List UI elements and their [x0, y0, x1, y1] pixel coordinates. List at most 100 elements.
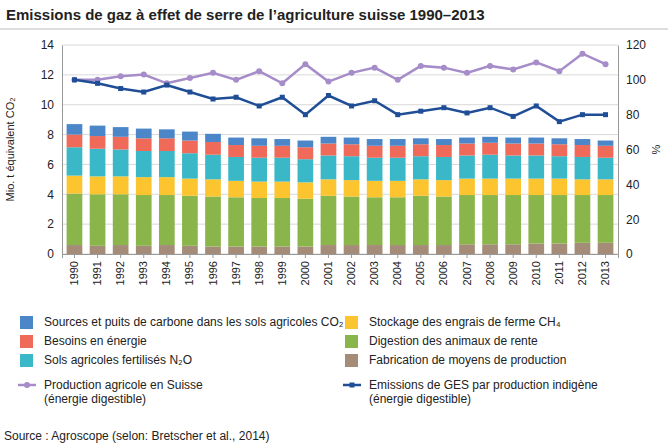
x-tick-label: 2010: [530, 261, 542, 285]
bar: [159, 177, 175, 195]
bar: [413, 138, 429, 144]
bar: [459, 195, 475, 244]
bar: [528, 195, 544, 244]
x-tick-label: 1999: [276, 261, 288, 285]
bar: [228, 197, 244, 246]
bar: [274, 247, 290, 254]
bar: [459, 138, 475, 144]
bar: [528, 155, 544, 178]
bar: [552, 244, 568, 254]
marker: [418, 63, 424, 69]
marker: [372, 98, 377, 103]
y2-tick-label: 40: [626, 178, 640, 192]
bar: [228, 138, 244, 145]
marker: [187, 90, 192, 95]
y-axis: 02468101214: [41, 38, 63, 261]
bar: [413, 144, 429, 156]
bar: [528, 244, 544, 254]
bar: [367, 197, 383, 245]
bar: [505, 138, 521, 144]
bar: [552, 195, 568, 244]
plot-area: [67, 51, 614, 254]
x-tick-label: 1993: [137, 261, 149, 285]
marker: [302, 61, 308, 67]
bar: [113, 245, 129, 254]
x-tick-label: 2003: [368, 261, 380, 285]
bar: [528, 144, 544, 156]
marker: [580, 112, 585, 117]
legend-label: Sols agricoles fertilisés N₂O: [44, 353, 192, 367]
bar: [390, 181, 406, 197]
legend-item: Besoins en énergie: [20, 334, 147, 348]
bar: [413, 179, 429, 195]
legend-item: Stockage des engrais de ferme CH₄: [345, 315, 561, 329]
bar: [552, 156, 568, 178]
bar: [274, 139, 290, 146]
bar: [390, 158, 406, 181]
legend-label: Production agricole en Suisse(énergie di…: [44, 378, 203, 406]
bar: [90, 126, 106, 136]
x-tick-label: 1991: [91, 261, 103, 285]
legend-marker: [350, 383, 355, 388]
bar: [528, 179, 544, 195]
bar: [367, 181, 383, 197]
marker: [441, 65, 447, 71]
bar: [228, 247, 244, 254]
marker: [279, 80, 285, 86]
bar: [505, 179, 521, 195]
legend-swatch: [345, 335, 358, 348]
y-tick-label: 4: [47, 188, 54, 202]
bar: [390, 139, 406, 146]
legend-item: Fabrication de moyens de production: [345, 353, 566, 367]
legend-label: Stockage des engrais de ferme CH₄: [369, 315, 561, 329]
bar: [321, 179, 337, 195]
bar-series: [67, 176, 614, 199]
y-tick-label: 0: [47, 247, 54, 261]
legend-swatch: [345, 316, 358, 329]
bar: [390, 197, 406, 245]
bar: [251, 158, 267, 182]
legend-label: Sources et puits de carbone dans les sol…: [44, 315, 344, 329]
bar: [413, 156, 429, 179]
bar: [251, 138, 267, 145]
x-tick-label: 2013: [599, 261, 611, 285]
marker: [257, 103, 262, 108]
bar: [228, 157, 244, 181]
bar: [67, 124, 83, 134]
bar: [436, 180, 452, 196]
legend-swatch: [20, 335, 33, 348]
bar: [205, 179, 221, 196]
legend-label: Emissions de GES par production indigène…: [369, 378, 598, 406]
marker: [556, 68, 562, 74]
legend-item: Digestion des animaux de rente: [345, 334, 538, 348]
legend-swatch: [20, 316, 33, 329]
marker: [533, 59, 539, 65]
marker: [72, 77, 77, 82]
bar: [136, 246, 152, 254]
bar: [575, 179, 591, 195]
grid-line: [62, 45, 618, 46]
bar: [505, 195, 521, 244]
bar: [298, 199, 314, 247]
y-axis-line: [62, 46, 63, 255]
y-tick-label: 8: [47, 128, 54, 142]
marker: [211, 96, 216, 101]
legend: Sources et puits de carbone dans les sol…: [18, 315, 598, 406]
bar: [136, 177, 152, 195]
bar: [367, 245, 383, 254]
bar: [90, 149, 106, 177]
y-tick-label: 2: [47, 217, 54, 231]
x-tick-label: 2007: [461, 261, 473, 285]
bar: [298, 141, 314, 148]
bar: [159, 245, 175, 254]
marker: [349, 103, 354, 108]
y2-tick-label: 60: [626, 143, 640, 157]
x-tick-label: 2004: [391, 261, 403, 285]
x-tick-label: 1992: [114, 261, 126, 285]
bar: [205, 197, 221, 247]
bar: [136, 195, 152, 246]
bar: [205, 247, 221, 254]
bar: [482, 195, 498, 244]
y2-tick-label: 80: [626, 108, 640, 122]
bar: [298, 247, 314, 254]
